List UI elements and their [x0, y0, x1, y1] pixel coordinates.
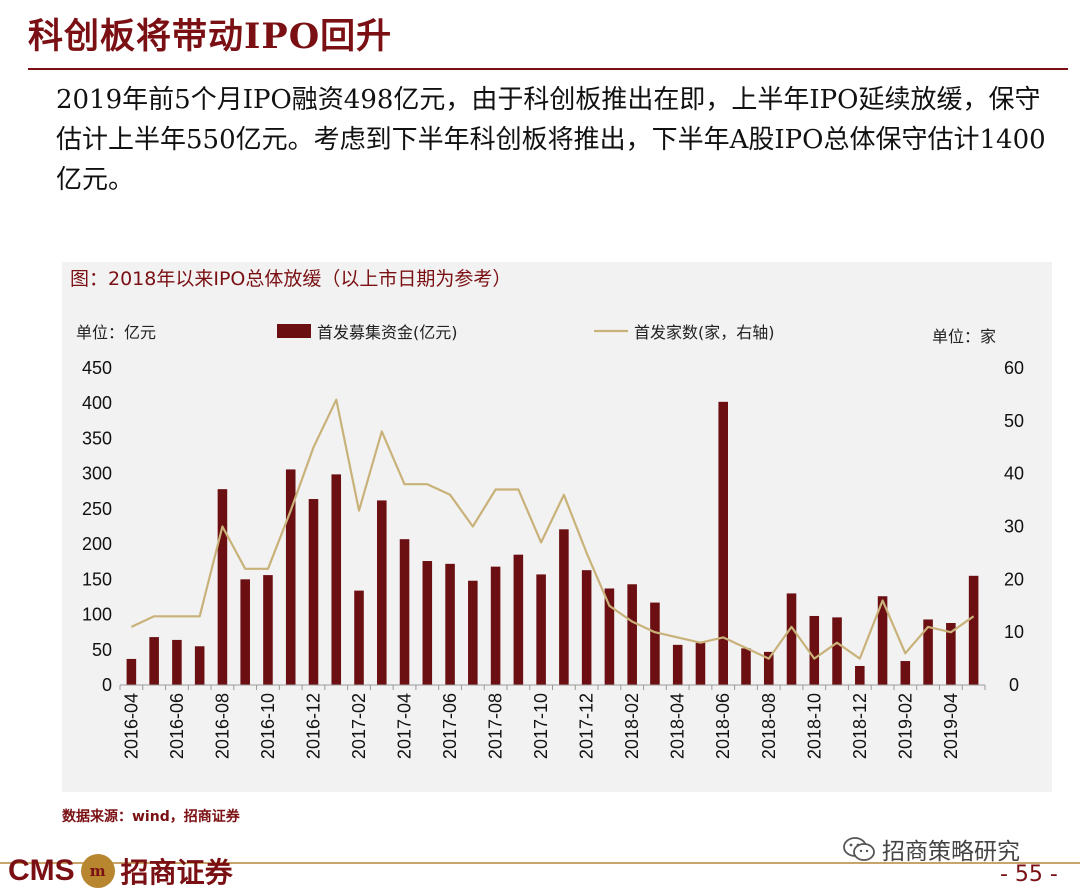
ipo-amount-bar [513, 554, 524, 685]
ipo-amount-bar [650, 602, 660, 685]
ipo-amount-bar [672, 644, 683, 685]
ipo-amount-bar [376, 500, 387, 685]
x-tick-label: 2018-04 [668, 693, 688, 759]
x-tick-label: 2017-12 [577, 693, 597, 759]
ipo-amount-bar [923, 619, 933, 685]
y-right-tick-label: 40 [1004, 464, 1024, 484]
legend-bar-swatch [277, 324, 311, 338]
y-right-tick-label: 60 [1004, 358, 1024, 378]
ipo-amount-bar [900, 661, 911, 685]
ipo-amount-bar [946, 623, 956, 685]
ipo-amount-bar [217, 489, 228, 685]
y-left-tick-label: 50 [92, 640, 112, 660]
x-tick-label: 2017-08 [486, 693, 506, 759]
logo-latin-text: CMS [8, 854, 75, 887]
wechat-icon [843, 837, 875, 861]
logo-chinese-text: 招商证券 [120, 856, 233, 889]
ipo-amount-bar [240, 579, 250, 685]
x-tick-label: 2016-06 [167, 693, 187, 759]
ipo-amount-bar [194, 646, 205, 685]
x-tick-label: 2018-12 [850, 693, 870, 759]
ipo-amount-bar [695, 642, 706, 685]
wechat-account-name: 招商策略研究 [882, 839, 1020, 865]
x-tick-label: 2018-02 [622, 693, 642, 759]
data-source: 数据来源：wind，招商证券 [62, 809, 240, 825]
title-divider [28, 68, 1068, 70]
ipo-amount-bar [604, 588, 615, 685]
y-right-tick-label: 50 [1004, 411, 1024, 431]
ipo-amount-bar [354, 590, 364, 685]
chart-panel: 图：2018年以来IPO总体放缓（以上市日期为参考） 单位：亿元 单位：家 首发募集… [62, 262, 1052, 792]
chart-title: 图：2018年以来IPO总体放缓（以上市日期为参考） [70, 268, 512, 290]
y-left-tick-label: 150 [82, 569, 112, 589]
ipo-amount-bar [581, 570, 592, 685]
y-right-tick-label: 20 [1004, 569, 1024, 589]
ipo-amount-bar [308, 499, 319, 685]
x-tick-label: 2018-06 [713, 693, 733, 759]
ipo-amount-bar [763, 651, 774, 685]
ipo-amount-bar [968, 575, 979, 685]
ipo-amount-bar [536, 574, 546, 685]
x-tick-label: 2018-08 [759, 693, 779, 759]
y-right-tick-label: 10 [1004, 622, 1024, 642]
y-right-tick-label: 0 [1009, 675, 1019, 695]
ipo-amount-bar [877, 596, 888, 685]
x-tick-label: 2019-02 [895, 693, 915, 759]
logo-emblem-icon: m [80, 854, 115, 888]
summary-text: 2019年前5个月IPO融资498亿元，由于科创板推出在即，上半年IPO延续放缓… [56, 85, 1046, 195]
x-tick-label: 2016-12 [303, 693, 323, 759]
ipo-amount-bar [445, 563, 455, 685]
ipo-amount-bar [172, 639, 182, 685]
x-tick-label: 2019-04 [941, 693, 961, 759]
page-number: - 55 - [1000, 862, 1058, 887]
ipo-amount-bar [832, 617, 842, 685]
y-left-tick-label: 350 [82, 428, 112, 448]
left-axis-unit: 单位：亿元 [76, 323, 156, 342]
ipo-count-line [130, 398, 975, 660]
y-left-tick-label: 250 [82, 499, 112, 519]
x-tick-label: 2016-04 [121, 693, 141, 759]
ipo-amount-bar [126, 658, 137, 685]
x-tick-label: 2017-02 [349, 693, 369, 759]
ipo-amount-bar [263, 575, 273, 685]
ipo-amount-bar [331, 474, 342, 685]
ipo-amount-bar [468, 580, 478, 685]
ipo-amount-bar [718, 401, 729, 685]
y-left-tick-label: 0 [102, 675, 112, 695]
x-tick-label: 2017-04 [395, 693, 415, 759]
ipo-amount-bar [559, 529, 569, 685]
ipo-amount-bar [855, 665, 865, 685]
company-logo: CMS m 招商证券 [8, 851, 233, 891]
footer-divider [0, 862, 1080, 864]
legend-line-label: 首发家数(家，右轴) [634, 323, 775, 342]
x-tick-label: 2016-08 [212, 693, 232, 759]
y-right-tick-label: 30 [1004, 517, 1024, 537]
x-tick-label: 2017-06 [440, 693, 460, 759]
ipo-amount-bar [149, 637, 159, 685]
ipo-amount-bar [627, 584, 637, 685]
x-tick-label: 2018-10 [804, 693, 824, 759]
ipo-amount-bar [422, 561, 433, 685]
legend-bar-label: 首发募集资金(亿元) [317, 323, 458, 342]
wechat-watermark: 招商策略研究 [842, 832, 1020, 866]
y-left-tick-label: 400 [82, 393, 112, 413]
right-axis-unit: 单位：家 [932, 327, 996, 346]
ipo-amount-bar [285, 469, 296, 685]
ipo-amount-bar [809, 615, 820, 685]
y-left-tick-label: 450 [82, 358, 112, 378]
ipo-amount-bar [399, 539, 410, 685]
y-left-tick-label: 100 [82, 605, 112, 625]
y-left-tick-label: 300 [82, 464, 112, 484]
page-title: 科创板将带动IPO回升 [28, 16, 393, 57]
ipo-amount-bar [786, 593, 797, 685]
ipo-amount-bar [741, 648, 751, 685]
ipo-amount-bar [490, 566, 501, 685]
x-tick-label: 2016-10 [258, 693, 278, 759]
y-left-tick-label: 200 [82, 534, 112, 554]
x-tick-label: 2017-10 [531, 693, 551, 759]
